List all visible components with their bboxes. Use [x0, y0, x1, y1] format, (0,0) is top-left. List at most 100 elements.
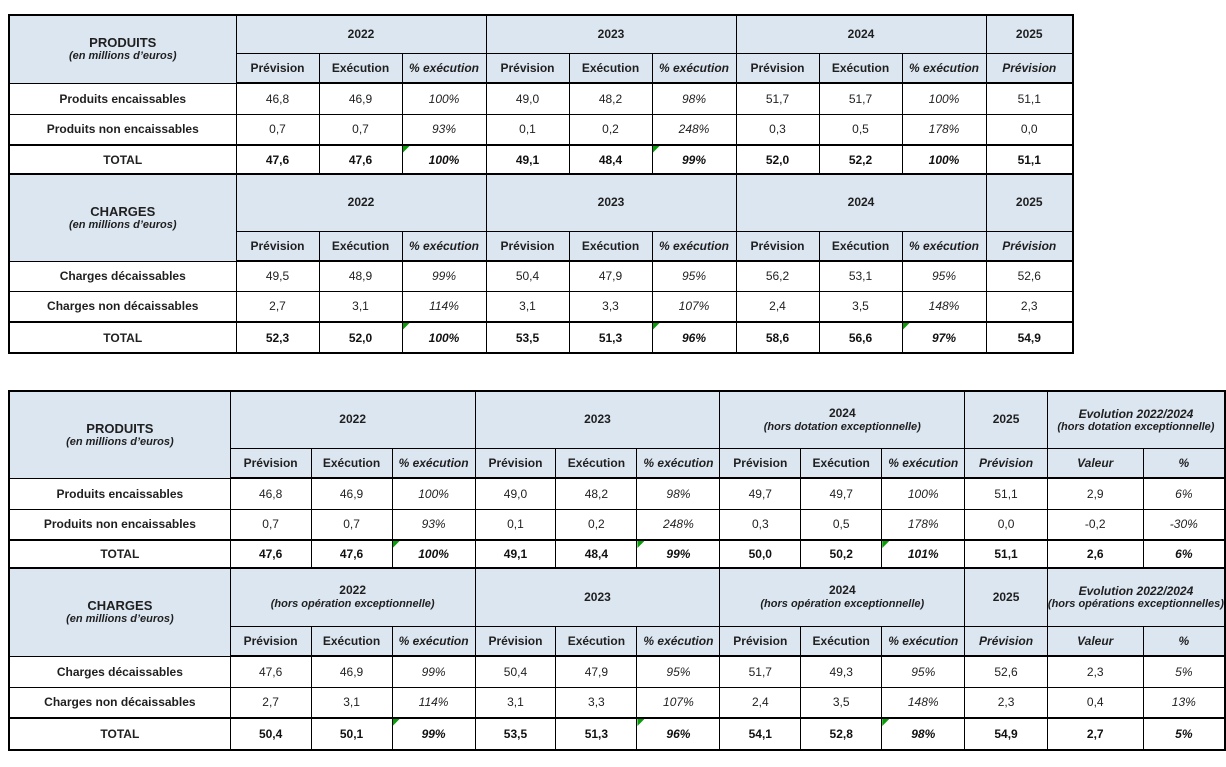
value-cell: 50,4 — [474, 655, 557, 688]
total-value-cell: 52,8 — [800, 717, 883, 751]
value-cell: 56,2 — [735, 260, 820, 292]
value-cell: 2,4 — [719, 686, 802, 719]
year-header-cell: 2022 (hors opération exceptionnelle) — [229, 567, 476, 627]
column-header-row: Prévision Exécution% exécution Prévision Ex… — [9, 52, 1074, 84]
value-cell: 98% — [651, 82, 737, 115]
total-value-cell: 99% — [651, 144, 737, 175]
col-header-execution: Exécution — [818, 230, 903, 262]
total-value-cell: 51,1 — [964, 539, 1048, 569]
year-label: 2025 — [1015, 26, 1043, 41]
green-triangle-icon — [637, 542, 645, 548]
year-label: 2024 — [847, 26, 875, 41]
value-cell: 50,4 — [485, 260, 570, 292]
col-header-prevision: Prévision — [985, 230, 1074, 262]
value-cell: 114% — [391, 686, 476, 719]
total-value-cell: 48,4 — [568, 144, 653, 175]
col-header-prevision: Prévision — [964, 447, 1048, 479]
total-value-cell: 51,1 — [985, 144, 1074, 175]
total-value-cell: 100% — [401, 144, 487, 175]
value-cell: 51,1 — [964, 477, 1048, 510]
year-header-cell: 2025 — [964, 567, 1048, 627]
block-title-cell: PRODUITS (en millions d’euros) — [8, 14, 237, 84]
value-cell: 3,1 — [318, 290, 403, 323]
value-cell: 2,3 — [1046, 655, 1144, 688]
col-header-prevision: Prévision — [735, 230, 820, 262]
total-value-cell: 52,2 — [818, 144, 903, 175]
year-label: 2024 — [828, 405, 856, 420]
col-header-pct-execution: % exécution — [901, 52, 987, 84]
total-value-cell: 2,7 — [1046, 717, 1144, 751]
year-label: 2025 — [992, 412, 1020, 427]
total-value-cell: 53,5 — [485, 321, 570, 354]
value-cell: 52,6 — [985, 260, 1074, 292]
value-cell: 3,3 — [555, 686, 638, 719]
total-value-cell: 48,4 — [555, 539, 638, 569]
value-cell: 0,3 — [719, 508, 802, 541]
table-row: Charges non décaissables 2,7 3,1 114% 3,1 3,3… — [8, 290, 1074, 323]
value-cell: 3,1 — [310, 686, 393, 719]
block-title-cell: CHARGES (en millions d’euros) — [8, 567, 231, 657]
block-title: CHARGES — [87, 598, 153, 614]
value-cell: 51,7 — [735, 82, 820, 115]
col-header-prevision: Prévision — [485, 230, 570, 262]
evolution-header-cell: Evolution 2022/2024 (hors dotation except… — [1046, 390, 1226, 449]
value-cell: 0,0 — [964, 508, 1048, 541]
year-label: 2023 — [597, 26, 625, 41]
total-value-cell: 98% — [881, 717, 966, 751]
row-label-cell: Produits non encaissables — [8, 113, 237, 146]
value-cell: 2,3 — [985, 290, 1074, 323]
col-header-pct-execution: % exécution — [391, 447, 476, 479]
value-cell: 95% — [636, 655, 721, 688]
col-header-execution: Exécution — [800, 447, 883, 479]
total-value-cell: 54,9 — [985, 321, 1074, 354]
value-cell: 49,5 — [235, 260, 320, 292]
row-label-cell: Produits encaissables — [8, 477, 231, 510]
column-header-row: Prévision Exécution% exécution Prévision Ex… — [9, 230, 1074, 262]
year-label: 2023 — [584, 412, 611, 427]
evolution-note: (hors opérations exceptionnelles) — [1047, 598, 1224, 611]
value-cell: 49,0 — [474, 477, 557, 510]
value-cell: -30% — [1142, 508, 1226, 541]
value-cell: 47,9 — [568, 260, 653, 292]
value-cell: 49,0 — [485, 82, 570, 115]
col-header-pct-execution: % exécution — [401, 52, 487, 84]
year-header-cell: 2024 (hors opération exceptionnelle) — [719, 567, 966, 627]
block-title-cell: CHARGES (en millions d’euros) — [8, 173, 237, 262]
value-cell: 51,7 — [719, 655, 802, 688]
value-cell: 2,4 — [735, 290, 820, 323]
col-header-execution: Exécution — [318, 52, 403, 84]
green-triangle-icon — [393, 720, 400, 726]
col-header-pct-execution: % exécution — [401, 230, 487, 262]
total-label-cell: TOTAL — [8, 539, 231, 569]
value-cell: 0,5 — [800, 508, 883, 541]
total-row: TOTAL 52,3 52,0 100% 53,5 51,3 96% 58,6 56,6 97% 5… — [8, 321, 1074, 354]
col-header-execution: Exécution — [568, 52, 653, 84]
year-note: (hors dotation exceptionnelle) — [763, 420, 921, 433]
year-label: 2025 — [1015, 195, 1043, 210]
year-header-cell: 2022 — [235, 14, 487, 54]
total-label-cell: TOTAL — [8, 717, 231, 751]
col-header-prevision: Prévision — [229, 447, 312, 479]
col-header-pct-execution: % exécution — [636, 447, 721, 479]
value-cell: 52,6 — [964, 655, 1048, 688]
total-label-cell: TOTAL — [8, 144, 237, 175]
green-triangle-icon — [653, 324, 660, 330]
total-row: TOTAL 47,6 47,6 100% 49,1 48,4 99% 52,0 52,2 100%… — [8, 144, 1074, 175]
total-value-cell: 2,6 — [1046, 539, 1144, 569]
total-row: TOTAL 50,4 50,1 99% 53,5 51,3 96% 54,1 52,8 98% 54… — [8, 717, 1226, 751]
total-value-cell: 100% — [901, 144, 987, 175]
total-value-cell: 49,1 — [485, 144, 570, 175]
row-label-cell: Charges décaissables — [8, 260, 237, 292]
evolution-note: (hors dotation exceptionnelle) — [1057, 420, 1215, 433]
year-label: 2025 — [992, 589, 1020, 604]
value-cell: 13% — [1142, 686, 1226, 719]
col-header-valeur: Valeur — [1046, 625, 1144, 657]
year-header-cell: 2024 — [735, 14, 987, 54]
total-value-cell: 50,1 — [310, 717, 393, 751]
value-cell: 2,3 — [964, 686, 1048, 719]
value-cell: 0,7 — [229, 508, 312, 541]
total-value-cell: 47,6 — [310, 539, 393, 569]
value-cell: 47,6 — [229, 655, 312, 688]
total-value-cell: 50,4 — [229, 717, 312, 751]
block-subtitle: (en millions d’euros) — [66, 613, 174, 626]
